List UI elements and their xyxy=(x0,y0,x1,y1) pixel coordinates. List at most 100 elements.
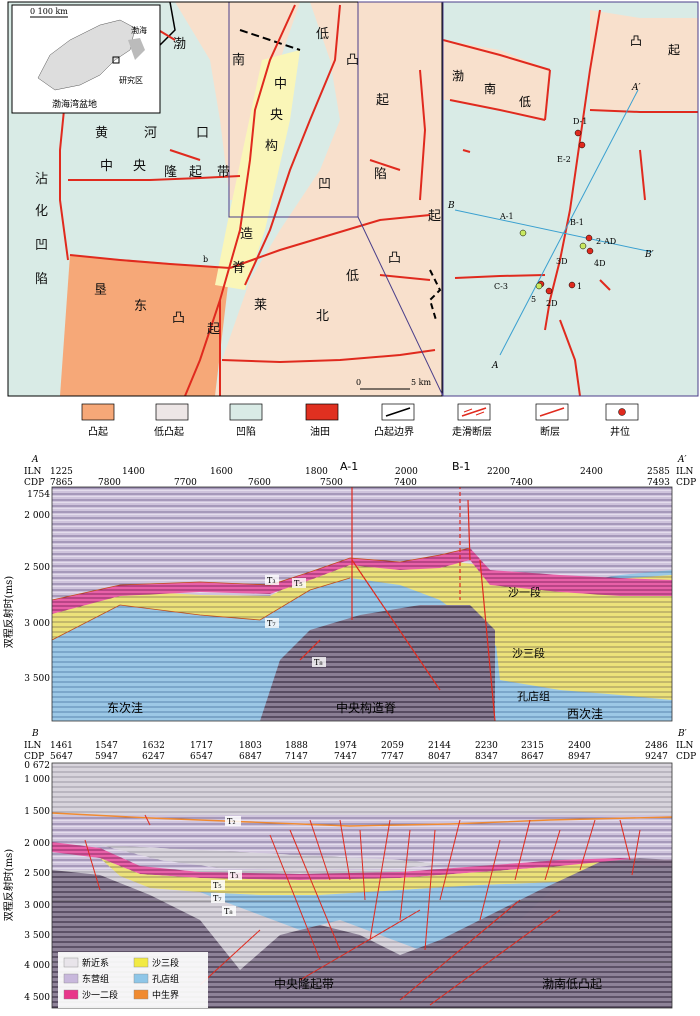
svg-text:渤: 渤 xyxy=(173,36,186,52)
svg-text:5647: 5647 xyxy=(50,752,73,762)
svg-text:ILN: ILN xyxy=(676,741,694,751)
svg-text:4 500: 4 500 xyxy=(24,993,50,1003)
svg-text:E-2: E-2 xyxy=(557,155,571,164)
svg-text:2585: 2585 xyxy=(647,467,670,477)
svg-text:7865: 7865 xyxy=(50,478,73,488)
svg-text:2 000: 2 000 xyxy=(24,839,50,849)
svg-text:7700: 7700 xyxy=(174,478,197,488)
svg-text:2230: 2230 xyxy=(475,741,498,751)
svg-text:8047: 8047 xyxy=(428,752,451,762)
svg-text:CDP: CDP xyxy=(676,478,696,488)
svg-text:沙三段: 沙三段 xyxy=(152,957,179,969)
svg-text:T₅: T₅ xyxy=(294,579,303,588)
s1-well-A-1: A-1 xyxy=(340,460,358,473)
svg-text:低: 低 xyxy=(316,27,329,42)
well-A-1-marker xyxy=(519,229,527,237)
svg-text:沙一二段: 沙一二段 xyxy=(82,989,118,1001)
label-B: B xyxy=(447,201,455,211)
seismic-section-A: A A′ ILN CDP 1225 7865 2585 7493 ILN CDP… xyxy=(3,455,696,722)
legend-label-fault: 断层 xyxy=(540,425,560,438)
svg-text:起: 起 xyxy=(668,43,680,57)
svg-text:黄: 黄 xyxy=(95,126,108,141)
svg-text:8347: 8347 xyxy=(475,752,498,762)
svg-text:T₈: T₈ xyxy=(314,658,323,667)
svg-text:6247: 6247 xyxy=(142,752,165,762)
svg-text:2 500: 2 500 xyxy=(24,869,50,879)
svg-text:2059: 2059 xyxy=(381,741,404,751)
svg-text:起: 起 xyxy=(189,165,202,180)
svg-text:3 000: 3 000 xyxy=(24,901,50,911)
svg-text:沾: 沾 xyxy=(35,172,48,187)
s1-label-sha3: 沙三段 xyxy=(512,646,545,660)
strike-slip-fault-icon xyxy=(457,403,491,421)
label-A: A xyxy=(491,361,499,371)
svg-text:ILN: ILN xyxy=(676,467,694,477)
svg-text:化: 化 xyxy=(35,204,48,219)
svg-text:3 500: 3 500 xyxy=(24,931,50,941)
svg-text:中: 中 xyxy=(274,77,287,92)
seismic-section-B: B B′ ILN CDP ILN CDP 1461 1547 1632 1717… xyxy=(3,729,696,1009)
svg-text:口: 口 xyxy=(196,126,209,141)
svg-text:渤: 渤 xyxy=(452,69,464,83)
scale-bar-label: 5 km xyxy=(411,378,431,387)
s2-axis-ticks: 1461 1547 1632 1717 1803 1888 1974 2059 … xyxy=(50,741,668,762)
svg-text:2 500: 2 500 xyxy=(24,563,50,573)
svg-text:2 000: 2 000 xyxy=(24,511,50,521)
svg-text:低: 低 xyxy=(519,95,531,109)
svg-text:起: 起 xyxy=(428,209,441,224)
svg-text:C-3: C-3 xyxy=(494,282,508,291)
zoom-map: 渤 南 低 凸 起 A′ B B′ A D-1 E-2 A-1 B-1 2 AD… xyxy=(442,1,699,397)
svg-text:河: 河 xyxy=(144,126,157,141)
s1-right-label: A′ xyxy=(677,455,687,465)
label-A-prime: A′ xyxy=(631,83,641,93)
svg-text:T₅: T₅ xyxy=(213,881,222,890)
legend-label-strike-slip: 走滑断层 xyxy=(452,425,492,438)
svg-text:7447: 7447 xyxy=(334,752,357,762)
svg-text:新近系: 新近系 xyxy=(82,957,109,969)
black-line-icon xyxy=(381,403,415,421)
svg-text:凹: 凹 xyxy=(318,177,331,192)
svg-text:2000: 2000 xyxy=(395,467,418,477)
legend-swatch-low-uplift xyxy=(155,403,189,421)
svg-text:2315: 2315 xyxy=(521,741,544,751)
legend-swatch-sag xyxy=(229,403,263,421)
svg-text:1225: 1225 xyxy=(50,467,73,477)
label-b: b xyxy=(203,255,208,264)
fault-icon xyxy=(535,403,569,421)
svg-text:5947: 5947 xyxy=(95,752,118,762)
legend-label-oilfield: 油田 xyxy=(310,425,330,438)
s1-label-xiciwa: 西次洼 xyxy=(567,707,603,721)
svg-text:1400: 1400 xyxy=(122,467,145,477)
s1-left-label: A xyxy=(31,455,39,465)
legend-label-uplift: 凸起 xyxy=(88,426,108,438)
svg-text:2400: 2400 xyxy=(580,467,603,477)
svg-text:陷: 陷 xyxy=(374,167,387,182)
s1-label-dongciwa: 东次洼 xyxy=(107,701,143,715)
svg-text:7400: 7400 xyxy=(510,478,533,488)
svg-text:陷: 陷 xyxy=(35,272,48,287)
s2-left-label: B xyxy=(31,729,39,739)
svg-text:2200: 2200 xyxy=(487,467,510,477)
s2-label-zhongyang: 中央隆起带 xyxy=(274,976,334,991)
svg-text:垦: 垦 xyxy=(94,283,107,298)
legend-label-uplift-boundary: 凸起边界 xyxy=(374,426,414,438)
svg-text:2144: 2144 xyxy=(428,741,451,751)
inset-basin: 渤海湾盆地 xyxy=(52,98,97,110)
svg-text:起: 起 xyxy=(376,93,389,108)
svg-text:4 000: 4 000 xyxy=(24,961,50,971)
svg-text:1 500: 1 500 xyxy=(24,807,50,817)
svg-text:1 000: 1 000 xyxy=(24,775,50,785)
svg-text:带: 带 xyxy=(217,165,230,180)
svg-text:1754: 1754 xyxy=(27,490,50,500)
svg-text:2D: 2D xyxy=(546,299,558,308)
s1-label-kongdian: 孔店组 xyxy=(517,689,550,703)
svg-text:凸: 凸 xyxy=(630,34,642,48)
region-labels: 渤 南 低 凸 起 黄 河 口 中 央 隆 起 带 沾 化 凹 陷 中 央 构 … xyxy=(35,27,441,337)
svg-text:ILN: ILN xyxy=(24,467,42,477)
svg-text:CDP: CDP xyxy=(676,752,696,762)
svg-text:7400: 7400 xyxy=(394,478,417,488)
svg-text:凸: 凸 xyxy=(172,311,185,326)
label-B-prime: B′ xyxy=(644,250,654,260)
svg-text:3 000: 3 000 xyxy=(24,619,50,629)
